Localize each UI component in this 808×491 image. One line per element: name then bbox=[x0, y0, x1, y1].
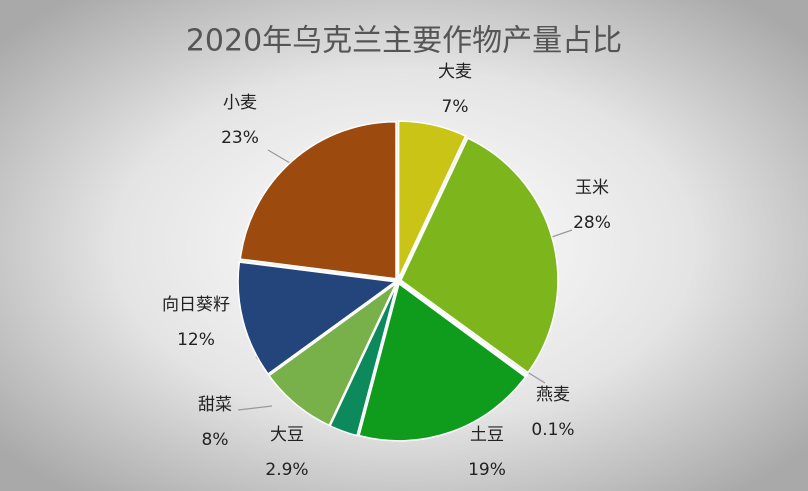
slice-label: 玉米 bbox=[575, 178, 609, 198]
value-label: 7% bbox=[442, 97, 469, 117]
leader-line bbox=[551, 229, 573, 238]
value-label: 12% bbox=[177, 330, 215, 350]
pie-slice bbox=[358, 282, 527, 442]
slice-label: 向日葵籽 bbox=[162, 295, 230, 315]
slice-label: 大麦 bbox=[438, 62, 472, 82]
slice-label: 土豆 bbox=[470, 425, 504, 445]
slice-label: 甜菜 bbox=[198, 395, 232, 415]
value-label: 19% bbox=[468, 460, 506, 480]
pie-slice bbox=[399, 282, 529, 377]
value-label: 0.1% bbox=[531, 420, 574, 440]
chart-title: 2020年乌克兰主要作物产量占比 bbox=[186, 24, 622, 59]
pie-slice bbox=[399, 137, 559, 374]
pie-slice bbox=[329, 283, 398, 437]
pie-slice bbox=[268, 282, 397, 427]
value-label: 23% bbox=[221, 128, 259, 148]
slice-label: 燕麦 bbox=[536, 385, 570, 405]
pie-slice bbox=[397, 120, 467, 279]
slice-label: 小麦 bbox=[223, 93, 257, 113]
pie-slice bbox=[239, 120, 397, 280]
value-label: 2.9% bbox=[265, 460, 308, 480]
leader-line bbox=[237, 405, 273, 411]
pie-slice bbox=[237, 261, 398, 376]
slice-label: 大豆 bbox=[270, 425, 304, 445]
pie bbox=[237, 120, 559, 442]
leader-line bbox=[267, 149, 291, 164]
value-label: 8% bbox=[202, 430, 229, 450]
value-label: 28% bbox=[573, 213, 611, 233]
